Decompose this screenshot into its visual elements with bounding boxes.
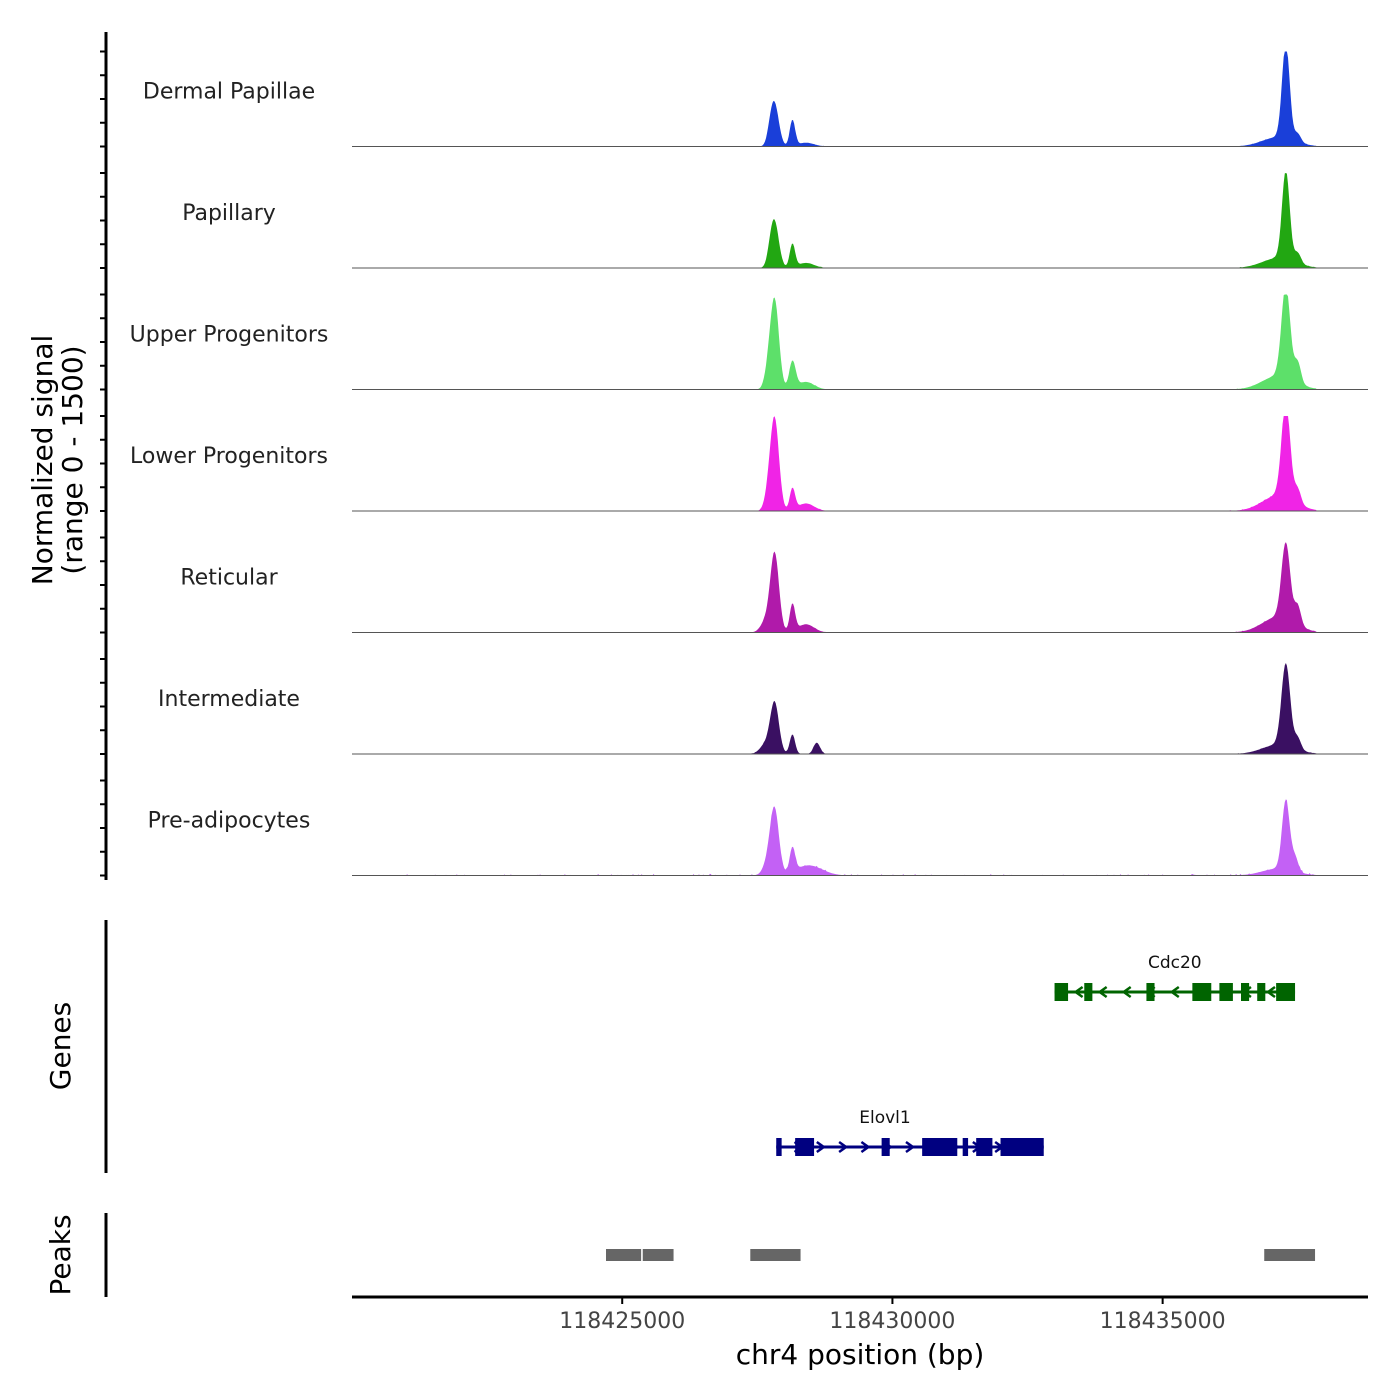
gene-exon [1146,983,1155,1001]
track-label: Papillary [182,201,276,226]
gene-strand-arrow [905,1140,916,1154]
signal-y-axis [100,32,108,880]
gene-exon [976,1138,993,1156]
x-tick-label: 118425000 [559,1309,685,1334]
signal-area [352,663,1317,754]
x-axis-label: chr4 position (bp) [736,1338,985,1371]
gene-exon [776,1138,782,1156]
gene-exon [1000,1138,1044,1156]
gene-track: Cdc20 Elovl1 [776,953,1296,1156]
signal-ylabel-line2: (range 0 - 1500) [56,345,89,574]
gene-exon [795,1138,815,1156]
gene-strand-arrow [860,1140,871,1154]
track-label: Pre-adipocytes [148,809,311,834]
signal-area [352,294,1317,390]
x-tick-label: 118430000 [829,1309,955,1334]
track-label: Intermediate [158,687,300,712]
peak-region [642,1249,674,1261]
gene-exon [1192,983,1212,1001]
track-label: Reticular [180,566,278,591]
genes-label: Genes [44,1002,77,1090]
gene-exon [881,1138,890,1156]
gene-strand-arrow [1169,985,1180,999]
gene-exon [1054,983,1069,1001]
signal-area [352,799,1317,876]
peak-region [1264,1249,1316,1261]
gene-label: Cdc20 [1148,953,1202,973]
gene-strand-arrow [1265,985,1276,999]
gene-exon [1276,983,1296,1001]
gene-exon [962,1138,969,1156]
signal-area [352,416,1317,511]
gene-exon [1257,983,1266,1001]
gene-label: Elovl1 [859,1108,910,1128]
gene-strand-arrow [1073,985,1084,999]
signal-ylabel-line1: Normalized signal [26,335,59,586]
peak-region [750,1249,801,1261]
gene-exon [1084,983,1093,1001]
peaks-label: Peaks [44,1214,77,1295]
gene-strand-arrow [1097,985,1108,999]
signal-area [352,173,1317,268]
gene-exon [1219,983,1233,1001]
gene-exon [1241,983,1250,1001]
peak-region [606,1249,642,1261]
signal-tracks: Dermal Papillae Papillary Upper Progenitor… [130,51,1368,876]
signal-area [352,51,1317,147]
x-tick-label: 118435000 [1100,1309,1226,1334]
gene-strand-arrow [838,1140,849,1154]
signal-area [352,542,1317,633]
x-axis-ticks: 118425000 118430000 118435000 [559,1297,1226,1334]
track-label: Dermal Papillae [143,80,315,105]
track-label: Upper Progenitors [130,323,329,348]
gene-exon [922,1138,958,1156]
gene-strand-arrow [816,1140,826,1154]
track-label: Lower Progenitors [130,444,328,469]
peak-track [606,1249,1316,1261]
gene-strand-arrow [1121,985,1132,999]
